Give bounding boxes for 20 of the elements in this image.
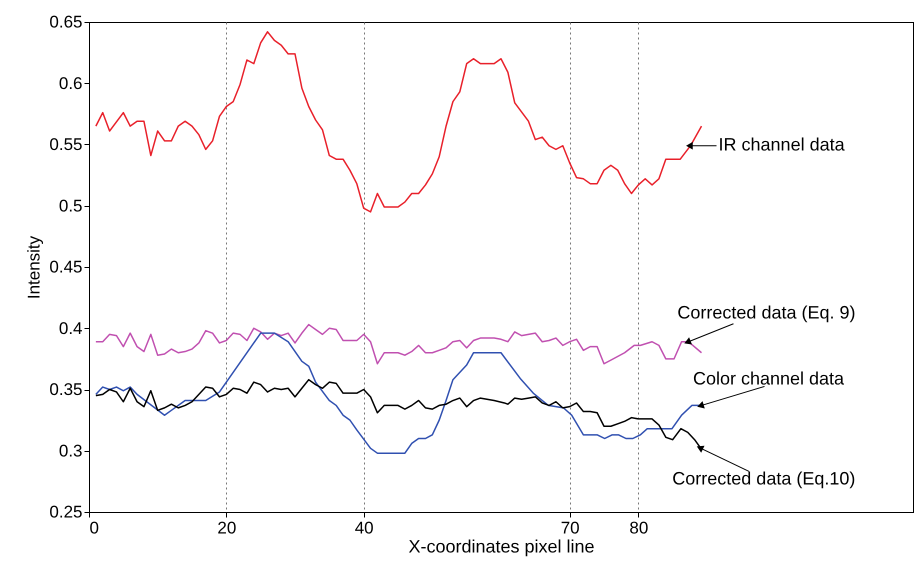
y-tick-label: 0.3 <box>58 441 82 460</box>
x-tick-label: 80 <box>629 518 648 538</box>
y-tick-label: 0.4 <box>58 318 82 338</box>
series-label: Corrected data (Eq. 9) <box>677 302 856 323</box>
y-tick-label: 0.6 <box>58 74 82 93</box>
series-label: Corrected data (Eq.10) <box>672 468 856 488</box>
x-axis-title: X-coordinates pixel line <box>408 536 595 556</box>
x-tick-label: 0 <box>90 518 99 538</box>
x-tick-label: 20 <box>217 518 236 538</box>
x-tick-label: 40 <box>354 518 374 538</box>
y-axis-title: Intensity <box>24 235 44 300</box>
y-tick-label: 0.25 <box>49 502 82 522</box>
y-tick-label: 0.45 <box>49 258 82 276</box>
y-tick-label: 0.5 <box>58 196 82 216</box>
y-tick-label: 0.65 <box>49 12 82 32</box>
series-label: Color channel data <box>692 368 846 388</box>
x-tick-label: 70 <box>560 518 580 538</box>
legend-label: IR channel data <box>718 134 846 155</box>
y-tick-label: 0.35 <box>49 380 82 399</box>
y-tick-label: 0.55 <box>49 135 82 154</box>
